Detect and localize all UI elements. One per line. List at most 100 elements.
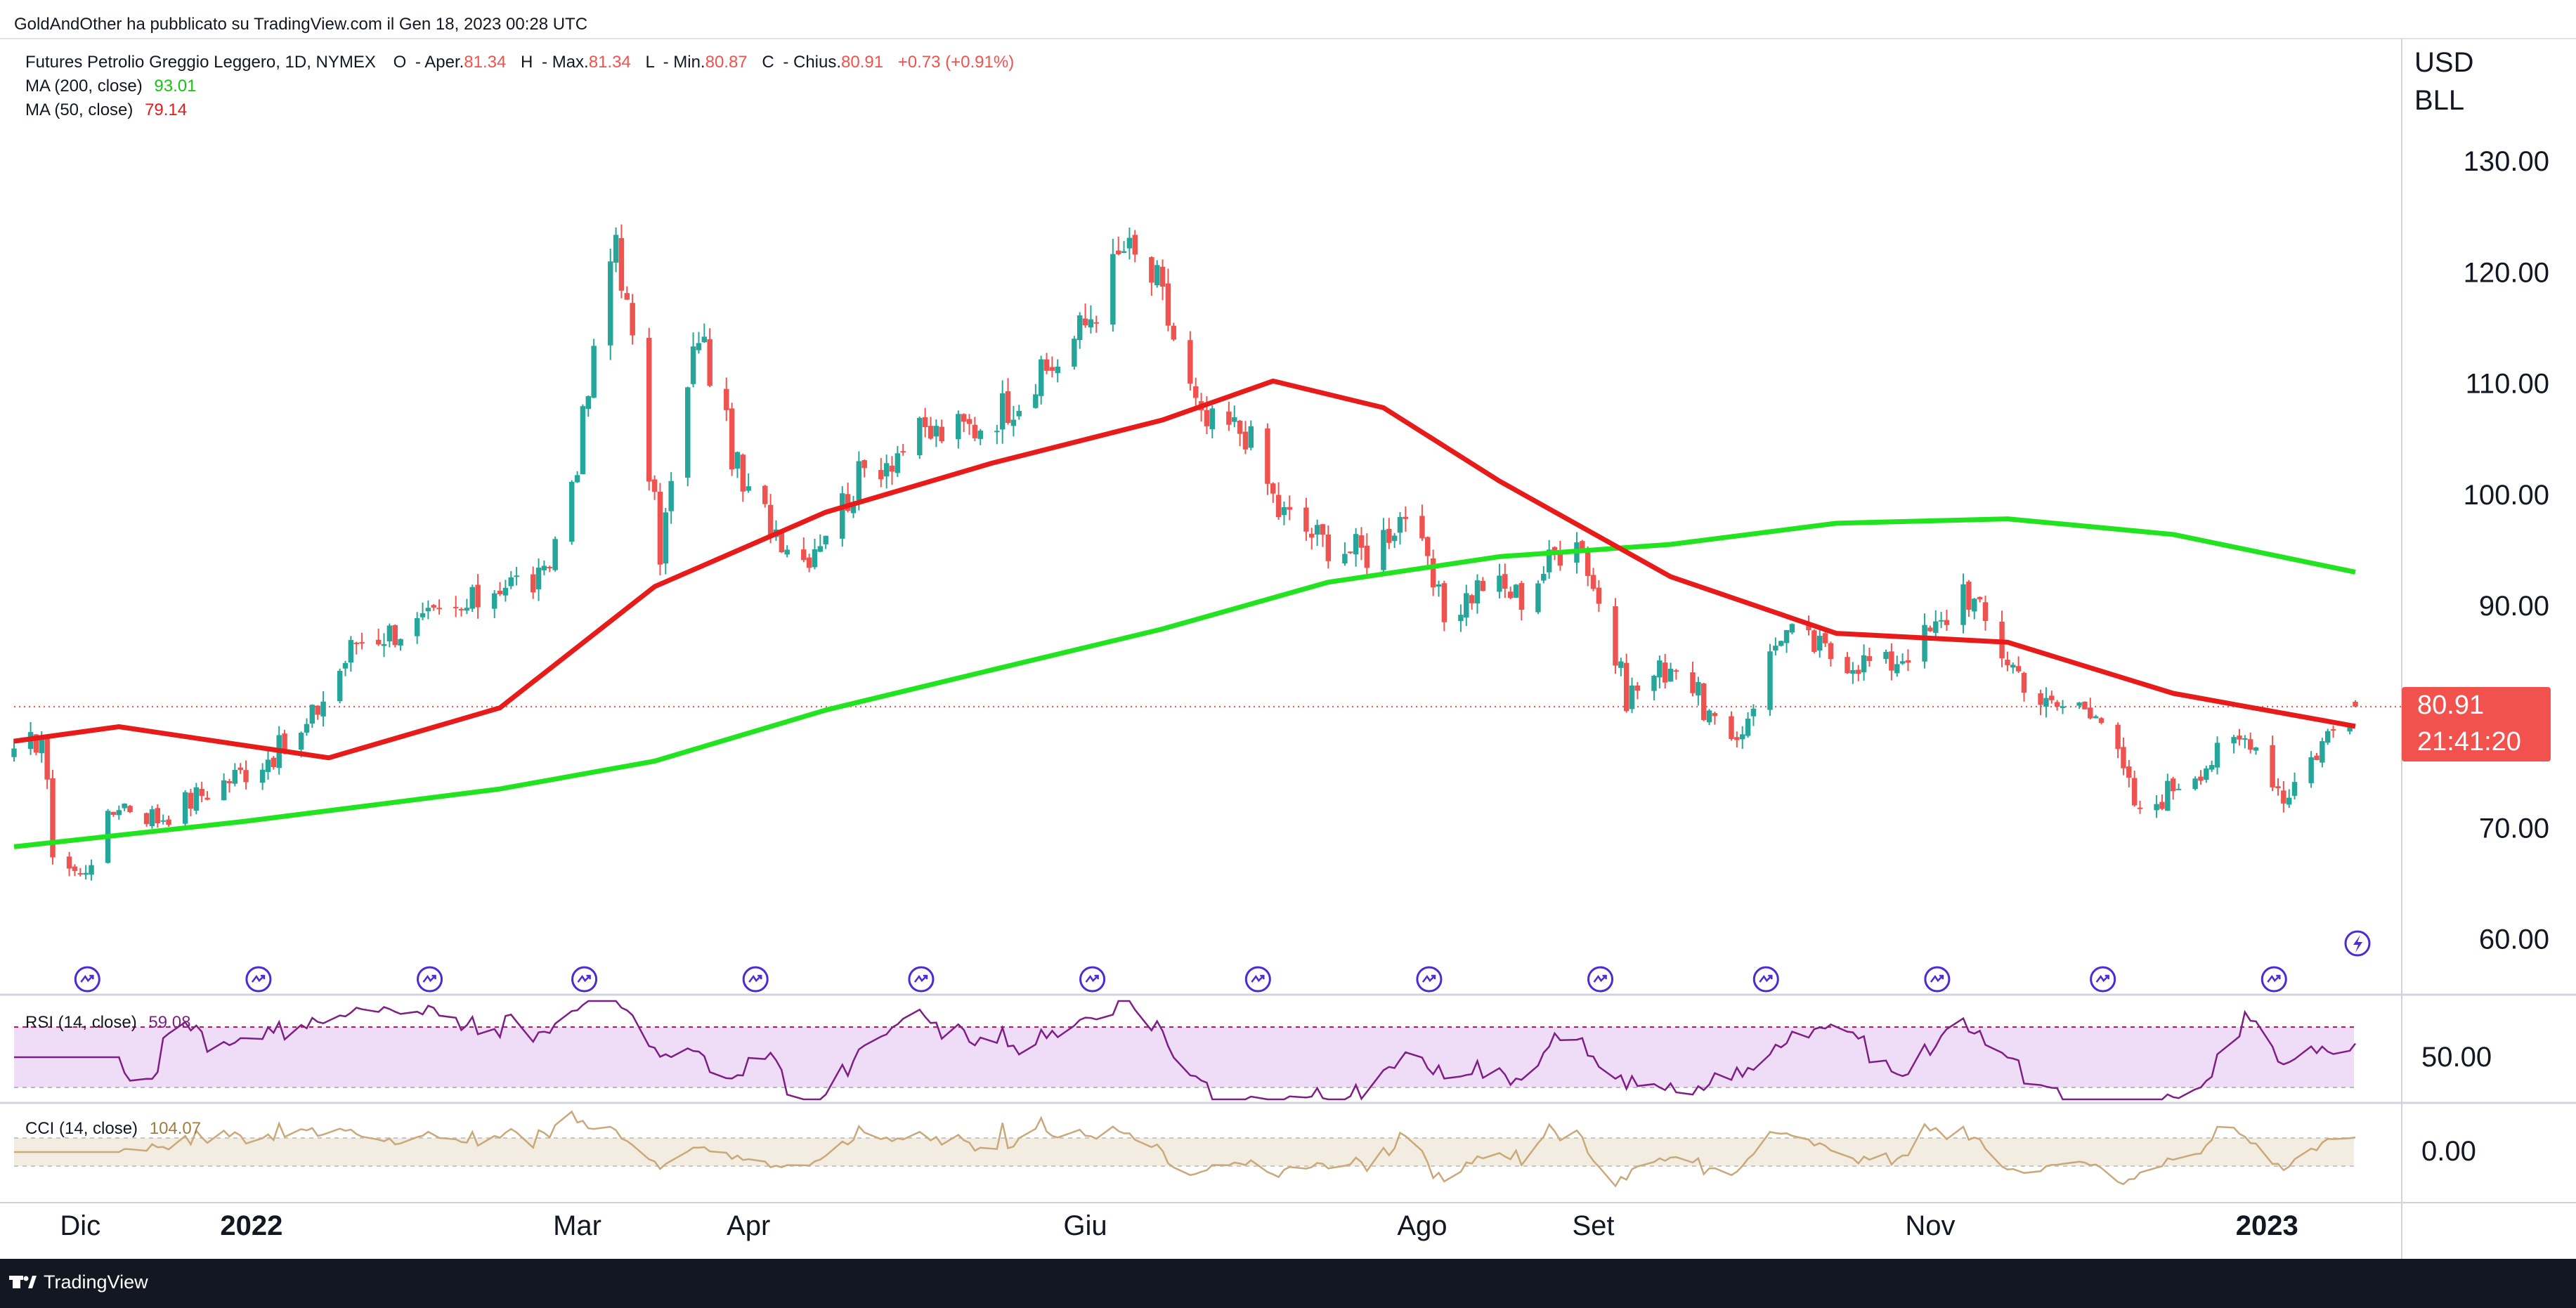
candle-body <box>2015 666 2022 672</box>
event-marker-icon[interactable] <box>2260 966 2287 993</box>
candle-body <box>508 577 514 587</box>
candle-body <box>1469 595 1475 603</box>
candle-body <box>840 493 845 539</box>
candle-body <box>1121 251 1127 254</box>
candle-body <box>762 485 768 504</box>
candle-body <box>1590 575 1596 589</box>
event-marker-icon[interactable] <box>1079 966 1106 993</box>
cci-line <box>14 1110 2356 1188</box>
candle-body <box>1287 506 1293 510</box>
last-price-value: 80.91 <box>2417 691 2484 720</box>
candle-body <box>2159 802 2165 809</box>
candle-body <box>497 590 503 594</box>
candle-body <box>823 535 828 544</box>
candle-body <box>568 481 575 542</box>
candle-body <box>1237 420 1243 434</box>
candle-body <box>1281 506 1287 516</box>
candle-body <box>2320 741 2325 763</box>
candle-body <box>2291 782 2298 796</box>
candle-body <box>514 575 519 577</box>
event-marker-arrow <box>577 974 591 983</box>
candle-body <box>961 414 967 422</box>
candle-body <box>613 235 619 263</box>
candle-body <box>779 531 785 553</box>
candle-body <box>2353 702 2358 707</box>
attribution-text: GoldAndOther ha pubblicato su TradingVie… <box>14 15 587 34</box>
candle-body <box>1613 606 1618 666</box>
event-marker-icon[interactable] <box>417 966 443 993</box>
candle-body <box>475 584 481 608</box>
candle-body <box>304 724 310 733</box>
candle-body <box>966 419 972 424</box>
lightning-icon[interactable] <box>2344 930 2371 957</box>
event-marker-icon[interactable] <box>1244 966 1271 993</box>
candle-body <box>707 339 713 386</box>
event-marker-icon[interactable] <box>245 966 272 993</box>
legend-ohlc: Futures Petrolio Greggio Leggero, 1D, NY… <box>25 53 1014 72</box>
candle-body <box>740 454 746 492</box>
event-marker-icon[interactable] <box>571 966 598 993</box>
candle-body <box>630 303 635 336</box>
candle-body <box>1441 583 1448 622</box>
candle-body <box>392 624 398 646</box>
candle-body <box>784 549 790 555</box>
cci-legend: CCI (14, close) 104.07 <box>25 1119 201 1138</box>
candle-body <box>1403 516 1409 519</box>
candle-body <box>922 417 928 428</box>
candle-body <box>861 460 867 469</box>
event-marker-icon[interactable] <box>742 966 769 993</box>
candle-body <box>1739 734 1745 740</box>
candle-body <box>2121 747 2126 769</box>
candle-body <box>1325 534 1332 561</box>
candle-body <box>1750 708 1757 717</box>
candle-body <box>1358 535 1365 548</box>
candle-body <box>182 792 188 824</box>
candle-body <box>243 770 249 783</box>
legend-o-value: 81.34 <box>464 53 506 72</box>
event-markers[interactable] <box>74 966 2287 993</box>
candle-body <box>1342 554 1348 564</box>
event-marker-icon[interactable] <box>908 966 935 993</box>
candle-body <box>2231 737 2237 744</box>
event-marker-icon[interactable] <box>1416 966 1443 993</box>
candle-body <box>155 808 161 824</box>
event-marker-arrow <box>251 974 266 983</box>
candle-body <box>2088 707 2093 719</box>
candle-body <box>89 865 94 875</box>
time-axis-label: Giu <box>1063 1210 1107 1241</box>
candle-body <box>701 336 708 343</box>
event-marker-icon[interactable] <box>1752 966 1779 993</box>
candle-body <box>1634 685 1641 691</box>
candle-body <box>878 470 884 480</box>
event-marker-icon[interactable] <box>74 966 100 993</box>
candle-body <box>436 608 442 610</box>
candle-body <box>2198 776 2204 781</box>
candle-body <box>1204 410 1210 426</box>
time-axis-label: Set <box>1573 1210 1615 1241</box>
candle-body <box>2175 788 2182 790</box>
candle-body <box>1557 552 1563 566</box>
candle-body <box>166 819 171 825</box>
candle-body <box>414 617 420 636</box>
price-tick-label: 60.00 <box>2479 924 2549 955</box>
candle-body <box>232 770 238 784</box>
price-tick-label: 70.00 <box>2479 813 2549 844</box>
candle-body <box>1623 662 1629 712</box>
candle-body <box>1314 525 1320 535</box>
event-marker-icon[interactable] <box>1924 966 1951 993</box>
event-marker-arrow <box>1085 974 1099 983</box>
candle-body <box>591 346 597 398</box>
candle-body <box>2247 739 2253 750</box>
candle-body <box>320 701 326 717</box>
candle-body <box>1734 737 1740 740</box>
candle-body <box>1248 426 1254 448</box>
event-marker-icon[interactable] <box>1587 966 1614 993</box>
candle-body <box>1905 660 1911 663</box>
candle-body <box>66 856 72 869</box>
event-marker-icon[interactable] <box>2090 966 2116 993</box>
candle-body <box>265 759 271 773</box>
candle-body <box>431 605 436 608</box>
candle-body <box>1043 359 1050 371</box>
